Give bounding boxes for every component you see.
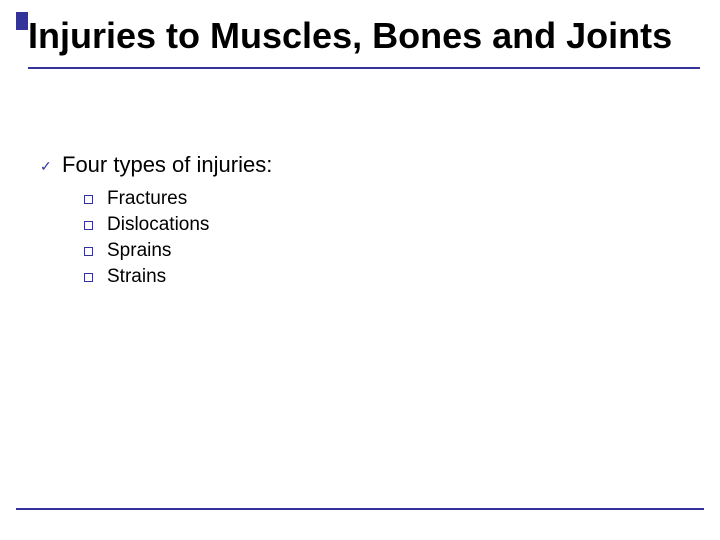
sub-point-text: Sprains bbox=[107, 240, 171, 262]
bullet-level1: ✓ Four types of injuries: bbox=[40, 152, 680, 180]
title-block: Injuries to Muscles, Bones and Joints bbox=[28, 14, 700, 69]
main-point-text: Four types of injuries: bbox=[62, 152, 272, 178]
square-bullet-icon bbox=[84, 247, 93, 256]
bottom-border bbox=[16, 508, 704, 510]
sublist: Fractures Dislocations Sprains Strains bbox=[84, 188, 680, 288]
sub-point-text: Fractures bbox=[107, 188, 187, 210]
bullet-level2: Strains bbox=[84, 266, 680, 288]
content-area: ✓ Four types of injuries: Fractures Disl… bbox=[40, 152, 680, 292]
sub-point-text: Strains bbox=[107, 266, 166, 288]
square-bullet-icon bbox=[84, 273, 93, 282]
checkmark-icon: ✓ bbox=[40, 152, 62, 180]
bullet-level2: Dislocations bbox=[84, 214, 680, 236]
bullet-level2: Sprains bbox=[84, 240, 680, 262]
square-bullet-icon bbox=[84, 195, 93, 204]
title-accent-bar bbox=[16, 12, 28, 30]
sub-point-text: Dislocations bbox=[107, 214, 209, 236]
bullet-level2: Fractures bbox=[84, 188, 680, 210]
square-bullet-icon bbox=[84, 221, 93, 230]
slide: Injuries to Muscles, Bones and Joints ✓ … bbox=[0, 0, 720, 540]
slide-title: Injuries to Muscles, Bones and Joints bbox=[28, 14, 700, 69]
